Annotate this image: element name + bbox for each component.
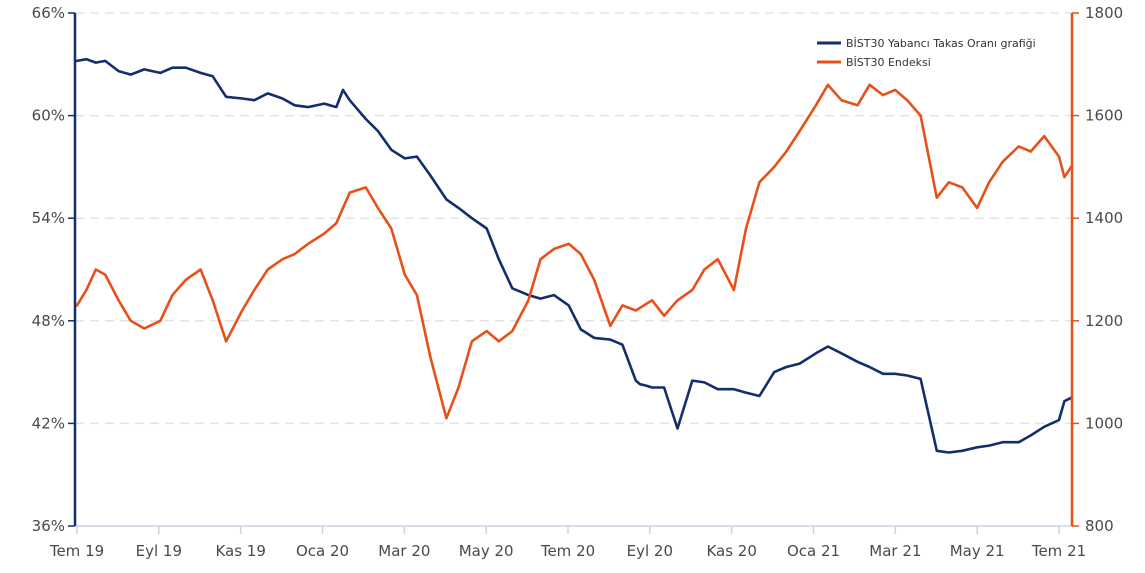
grid-lines (75, 12, 1072, 425)
left-axis-tick-label: 60% (32, 107, 65, 125)
x-axis-tick-label: Oca 21 (787, 542, 840, 560)
x-axis-tick-label: Tem 19 (49, 542, 104, 560)
x-axis-tick-label: May 20 (459, 542, 514, 560)
right-axis-tick-label: 1400 (1085, 209, 1123, 227)
axes: 36% 800 42% 1000 48% 1200 54% 1400 60% 1600 66% 180… (32, 4, 1124, 560)
right-axis-tick-label: 1600 (1085, 107, 1123, 125)
left-axis-tick-label: 42% (32, 414, 65, 432)
x-axis-tick-label: Mar 21 (869, 542, 921, 560)
right-axis-tick-label: 1200 (1085, 312, 1123, 330)
series-layer (75, 57, 1073, 454)
x-axis-tick-label: Mar 20 (378, 542, 430, 560)
x-axis-tick-label: Kas 19 (215, 542, 265, 560)
x-axis-tick-label: Oca 20 (296, 542, 349, 560)
x-axis-tick-label: Eyl 19 (136, 542, 182, 560)
left-axis-tick-label: 36% (32, 517, 65, 535)
left-axis-tick-label: 54% (32, 209, 65, 227)
x-axis-tick-label: Tem 21 (1031, 542, 1086, 560)
legend-label-index: BİST30 Endeksi (846, 56, 931, 69)
legend-label-foreign-ratio: BİST30 Yabancı Takas Oranı grafiği (846, 37, 1036, 50)
right-axis-tick-label: 1800 (1085, 4, 1123, 22)
series-line-foreign-ratio (75, 57, 1073, 454)
x-axis-tick-label: May 21 (950, 542, 1005, 560)
x-axis-tick-label: Eyl 20 (627, 542, 673, 560)
x-axis-tick-label: Tem 20 (540, 542, 595, 560)
right-axis-tick-label: 1000 (1085, 414, 1123, 432)
left-axis-tick-label: 48% (32, 312, 65, 330)
series-line-index (75, 83, 1073, 420)
x-axis-tick-label: Kas 20 (706, 542, 756, 560)
legend: BİST30 Yabancı Takas Oranı grafiği BİST3… (817, 37, 1036, 69)
left-axis-tick-label: 66% (32, 4, 65, 22)
right-axis-tick-label: 800 (1085, 517, 1114, 535)
